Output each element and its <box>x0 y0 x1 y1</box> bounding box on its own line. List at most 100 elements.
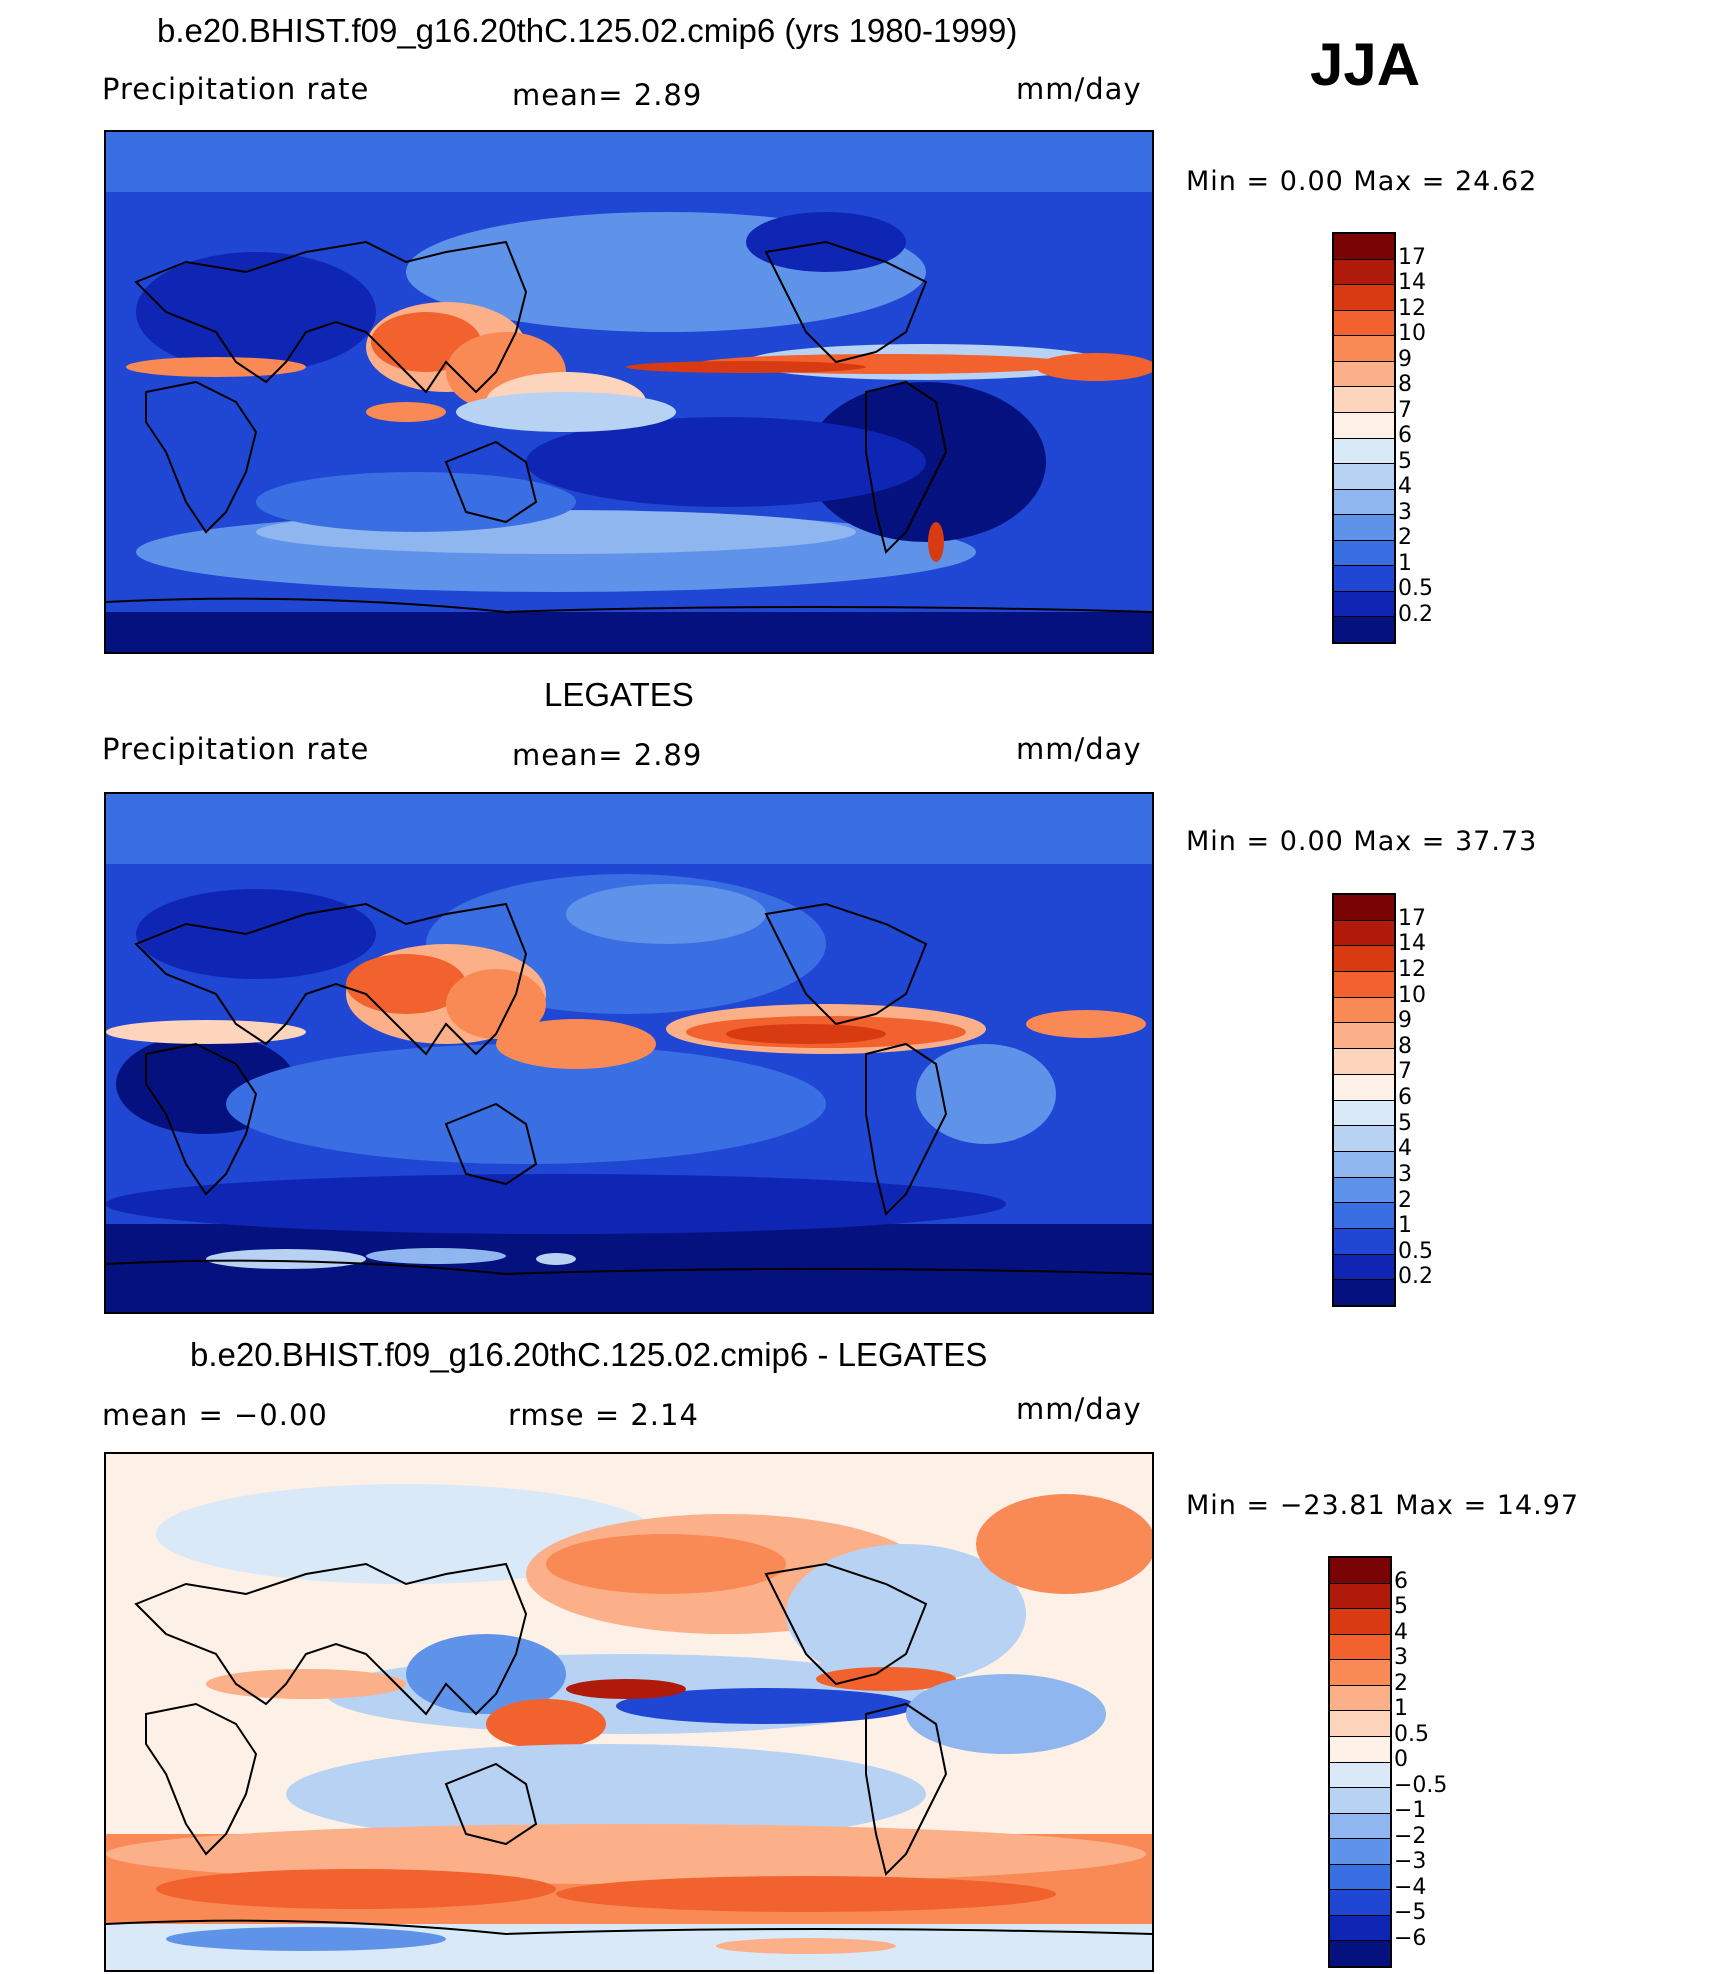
colorbar-tick-label: 8 <box>1398 1033 1412 1059</box>
panel-2-minmax: Min = 0.00 Max = 37.73 <box>1186 826 1538 857</box>
colorbar-segment <box>1334 1203 1394 1229</box>
panel-3-units: mm/day <box>1016 1392 1142 1426</box>
panel-2-map-svg <box>106 794 1152 1312</box>
colorbar-tick-label: 3 <box>1398 499 1412 525</box>
colorbar-segment <box>1334 234 1394 260</box>
panel-1-units: mm/day <box>1016 72 1142 106</box>
colorbar-segment <box>1330 1788 1390 1814</box>
colorbar-tick-label: 14 <box>1398 931 1426 957</box>
colorbar-tick-label: 2 <box>1398 1187 1412 1213</box>
colorbar-tick-label: 12 <box>1398 956 1426 982</box>
colorbar-tick-label: 4 <box>1394 1619 1408 1645</box>
colorbar-tick-label: 4 <box>1398 1136 1412 1162</box>
colorbar-tick-label: 0.2 <box>1398 601 1433 627</box>
colorbar-segment <box>1330 1839 1390 1865</box>
season-label: JJA <box>1310 31 1421 98</box>
colorbar-tick-label: 8 <box>1398 372 1412 397</box>
colorbar-segment <box>1330 1558 1390 1584</box>
colorbar-tick-label: 0.5 <box>1398 1238 1433 1264</box>
colorbar-segment <box>1334 972 1394 998</box>
colorbar-tick-label: 5 <box>1398 1110 1412 1136</box>
panel-3-mean-label: mean = −0.00 <box>102 1398 328 1432</box>
colorbar-segment <box>1334 259 1394 286</box>
colorbar-segment <box>1330 1762 1390 1789</box>
panel-1-variable-label: Precipitation rate <box>102 72 370 106</box>
panel-1-colorbar <box>1332 232 1396 644</box>
colorbar-segment <box>1334 489 1394 516</box>
colorbar-segment <box>1334 336 1394 362</box>
colorbar-segment <box>1334 946 1394 973</box>
colorbar-segment <box>1334 438 1394 465</box>
colorbar-tick-label: 6 <box>1394 1568 1408 1594</box>
colorbar-tick-label: 0.5 <box>1398 576 1433 601</box>
colorbar-tick-label: −4 <box>1394 1874 1427 1900</box>
colorbar-segment <box>1334 1023 1394 1050</box>
colorbar-tick-label: 4 <box>1398 474 1412 499</box>
panel-2-variable-label: Precipitation rate <box>102 732 370 766</box>
colorbar-segment <box>1334 1074 1394 1101</box>
colorbar-tick-label: −3 <box>1394 1849 1427 1874</box>
colorbar-segment <box>1334 361 1394 388</box>
panel-3-minmax: Min = −23.81 Max = 14.97 <box>1186 1490 1580 1521</box>
panel-3-title: b.e20.BHIST.f09_g16.20thC.125.02.cmip6 -… <box>190 1336 988 1373</box>
colorbar-segment <box>1330 1915 1390 1942</box>
colorbar-tick-label: 10 <box>1398 982 1426 1008</box>
colorbar-segment <box>1330 1583 1390 1610</box>
colorbar-tick-label: 0.5 <box>1394 1721 1429 1747</box>
colorbar-tick-label: 3 <box>1398 1161 1412 1187</box>
colorbar-segment <box>1334 285 1394 311</box>
colorbar-tick-label: 14 <box>1398 270 1426 295</box>
colorbar-tick-label: 3 <box>1394 1645 1408 1670</box>
colorbar-tick-label: 6 <box>1398 1085 1412 1110</box>
colorbar-tick-label: 0 <box>1394 1747 1408 1772</box>
colorbar-segment <box>1334 1254 1394 1281</box>
colorbar-tick-label: 17 <box>1398 905 1426 931</box>
colorbar-tick-label: −0.5 <box>1394 1772 1448 1798</box>
panel-3-map-svg <box>106 1454 1152 1970</box>
panel-2-colorbar <box>1332 893 1396 1307</box>
colorbar-segment <box>1334 1151 1394 1178</box>
colorbar-segment <box>1334 566 1394 592</box>
colorbar-segment <box>1334 310 1394 337</box>
colorbar-segment <box>1334 920 1394 947</box>
panel-1-mean-label: mean= 2.89 <box>512 78 703 112</box>
colorbar-segment <box>1334 387 1394 413</box>
colorbar-tick-label: 5 <box>1398 448 1412 474</box>
panel-3-rmse-label: rmse = 2.14 <box>508 1398 699 1432</box>
colorbar-tick-label: 2 <box>1394 1670 1408 1696</box>
colorbar-segment <box>1334 1228 1394 1255</box>
colorbar-segment <box>1334 1280 1394 1305</box>
panel-1-map-svg <box>106 132 1152 652</box>
panel-1-minmax: Min = 0.00 Max = 24.62 <box>1186 166 1538 197</box>
colorbar-tick-label: 17 <box>1398 244 1426 270</box>
colorbar-tick-label: 1 <box>1398 550 1412 576</box>
colorbar-segment <box>1330 1609 1390 1635</box>
colorbar-segment <box>1334 540 1394 567</box>
panel-2-title: LEGATES <box>544 676 694 713</box>
colorbar-segment <box>1334 997 1394 1024</box>
panel-3-map <box>104 1452 1154 1972</box>
colorbar-tick-label: 12 <box>1398 295 1426 321</box>
colorbar-segment <box>1334 1177 1394 1204</box>
colorbar-segment <box>1330 1711 1390 1737</box>
colorbar-segment <box>1330 1736 1390 1763</box>
panel-2-map <box>104 792 1154 1314</box>
colorbar-tick-label: 6 <box>1398 423 1412 448</box>
colorbar-segment <box>1330 1941 1390 1966</box>
colorbar-segment <box>1330 1660 1390 1686</box>
colorbar-segment <box>1330 1685 1390 1712</box>
colorbar-tick-label: 9 <box>1398 346 1412 372</box>
panel-2-mean-label: mean= 2.89 <box>512 738 703 772</box>
colorbar-segment <box>1334 591 1394 618</box>
colorbar-segment <box>1334 1100 1394 1127</box>
colorbar-tick-label: −6 <box>1394 1925 1427 1951</box>
colorbar-segment <box>1334 1049 1394 1075</box>
colorbar-segment <box>1334 1126 1394 1152</box>
colorbar-segment <box>1334 895 1394 921</box>
colorbar-segment <box>1330 1864 1390 1891</box>
panel-1-title: b.e20.BHIST.f09_g16.20thC.125.02.cmip6 (… <box>157 12 1018 49</box>
colorbar-tick-label: 5 <box>1394 1594 1408 1619</box>
colorbar-tick-label: −5 <box>1394 1900 1427 1925</box>
colorbar-tick-label: 1 <box>1394 1696 1408 1721</box>
colorbar-tick-label: 0.2 <box>1398 1264 1433 1290</box>
